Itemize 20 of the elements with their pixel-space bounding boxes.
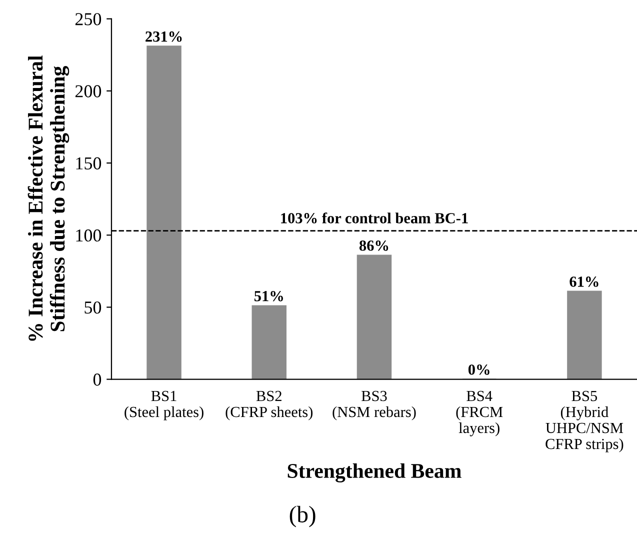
x-tick-label: BS5 (Hybrid UHPC/NSM CFRP strips) [546, 390, 624, 452]
text: (b) [290, 506, 316, 528]
y-tick-label: 100 [76, 229, 102, 242]
x-tick-label: BS1 (Steel plates) [124, 390, 204, 420]
y-tick-label: 50 [84, 301, 102, 314]
data-label: 231% [146, 31, 182, 42]
y-tick-label: 200 [75, 85, 102, 98]
x-tick-label: BS4 (FRCM layers) [456, 390, 503, 436]
x-tick-label: BS2 (CFRP sheets) [226, 390, 313, 420]
y-tick-label: 0 [93, 374, 102, 386]
y-tick-label: 150 [76, 157, 102, 170]
y-axis-title: % Increase in Effective Flexural Stiffness due to Strengthening [28, 56, 70, 341]
data-label: 51% [254, 290, 283, 302]
data-label: 61% [570, 276, 598, 287]
ref-line-label: 103% for control beam BC-1 [281, 212, 468, 224]
data-label: 0% [468, 364, 490, 375]
data-label: 86% [359, 240, 388, 251]
x-axis-title: Strengthened Beam [288, 463, 462, 482]
x-tick-label: BS3 (NSM rebars) [332, 390, 416, 420]
y-tick-label: 250 [75, 13, 102, 26]
